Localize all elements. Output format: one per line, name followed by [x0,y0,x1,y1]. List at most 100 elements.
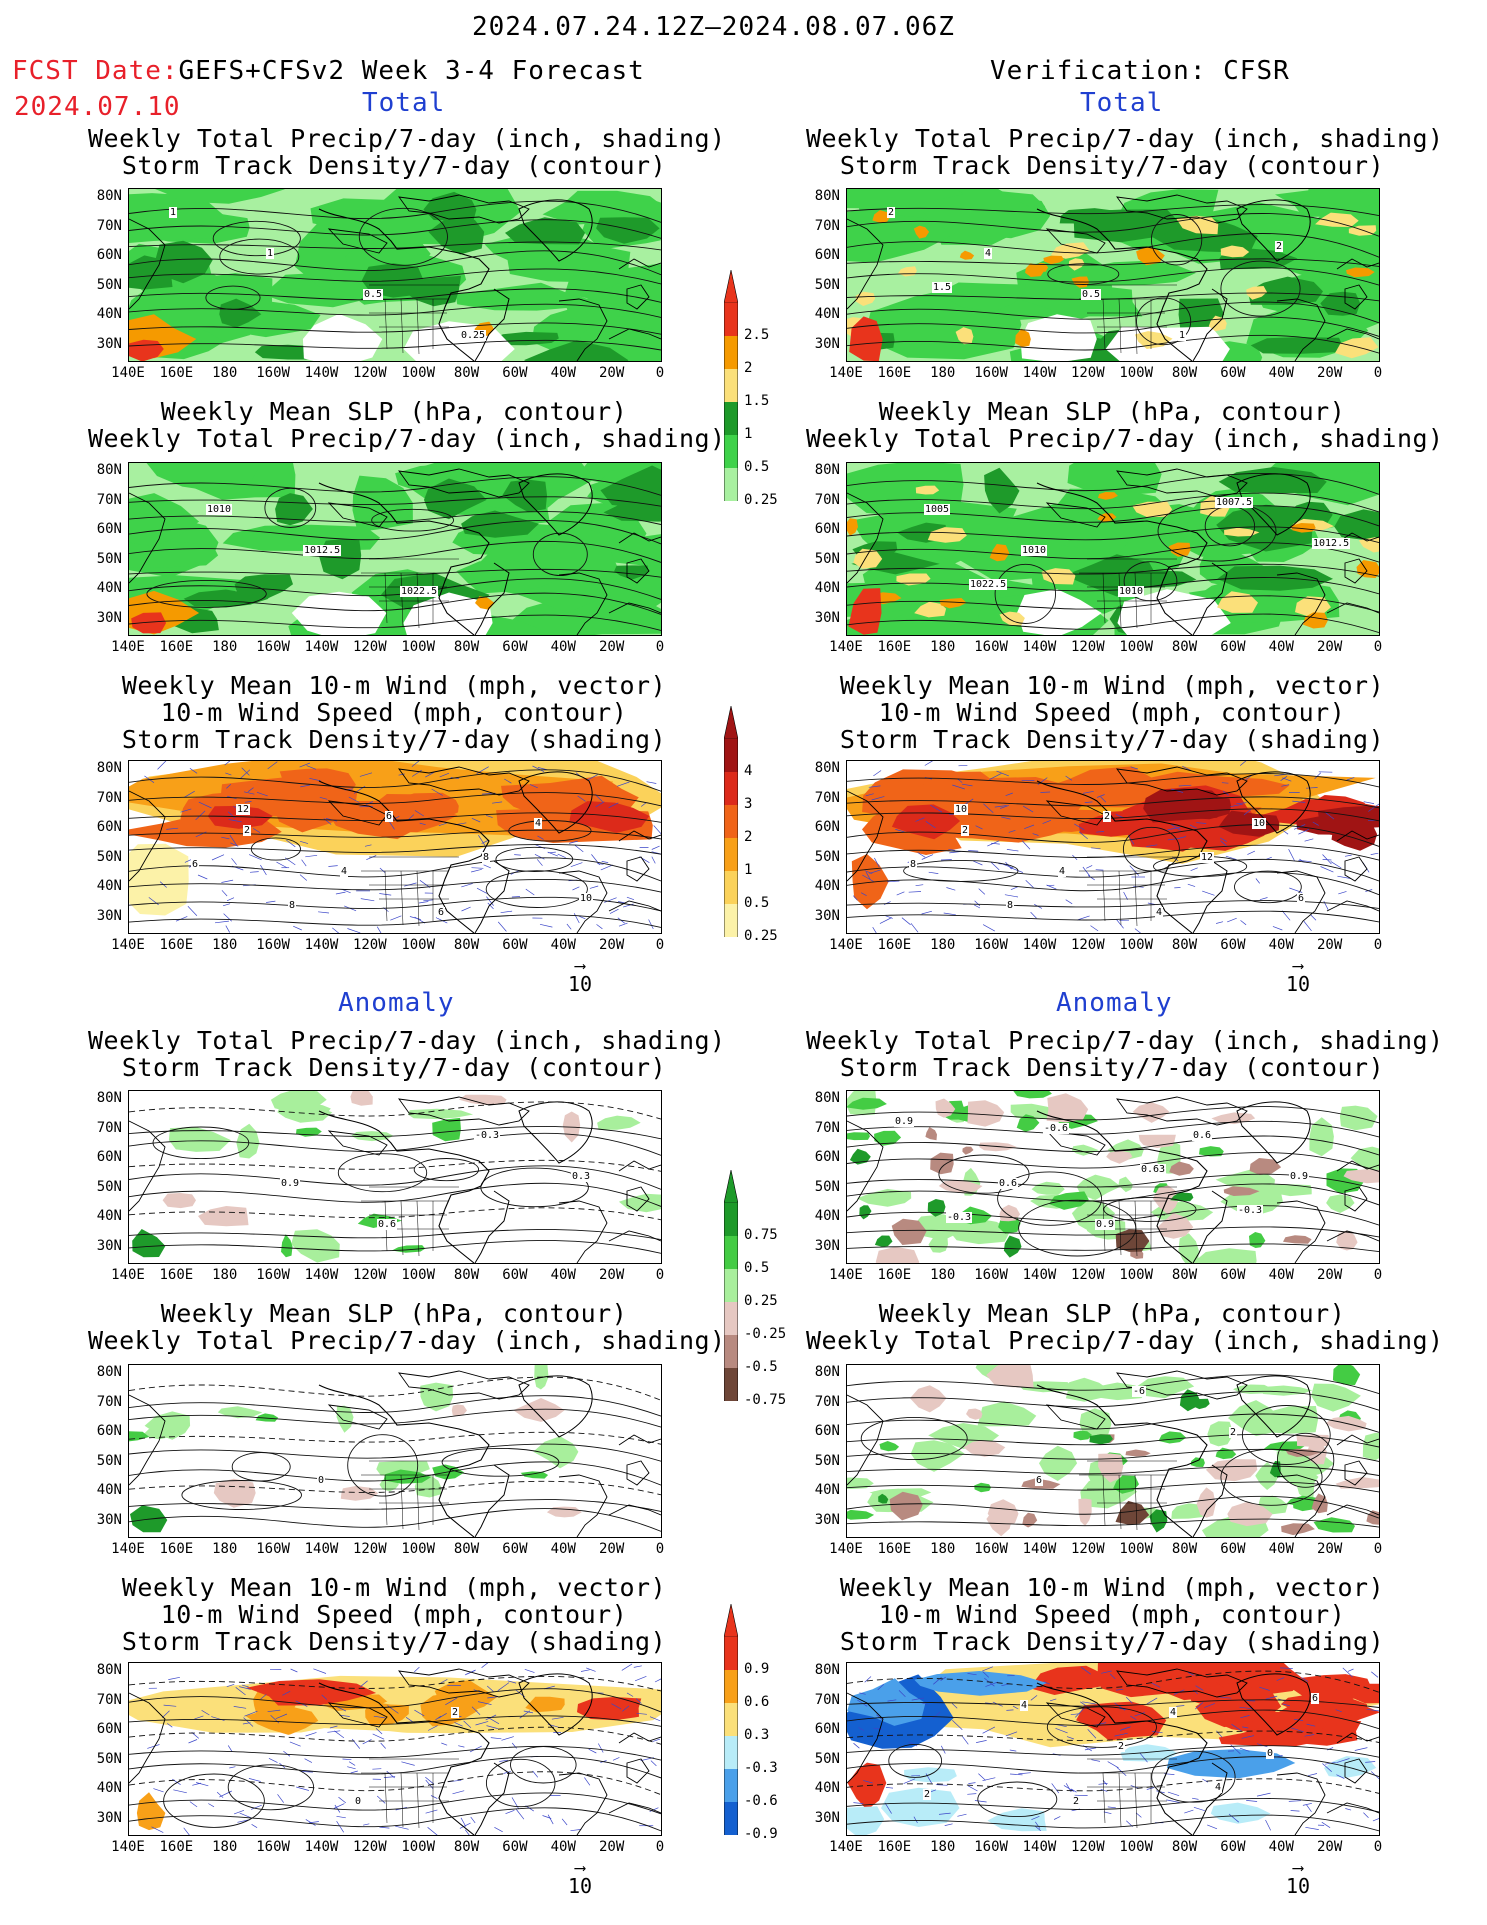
lat-tick-label: 60N [814,247,840,263]
lon-tick-label: 140W [1022,639,1057,655]
lat-tick-label: 30N [814,335,840,352]
lat-tick-label: 50N [96,276,122,293]
contour-label: 0.6 [998,1178,1019,1189]
contour-label: 0.25 [460,330,487,341]
lat-tick-label: 50N [96,848,122,865]
lat-tick-label: 70N [96,217,122,234]
colorbar-tick-label: 0.5 [744,1260,770,1276]
colorbar-tick-label: 0.5 [744,459,770,475]
lon-tick-label: 60W [502,937,528,953]
panel-title: Weekly Mean 10-m Wind (mph, vector) 10-m… [839,1573,1385,1656]
colorbar-tick-label: -0.3 [744,1760,778,1776]
lon-tick-label: 40W [550,937,576,953]
lon-tick-label: 140W [1022,1267,1057,1283]
lon-tick-label: 60W [1220,639,1246,655]
lat-tick-label: 50N [814,1750,840,1767]
lat-tick-label: 70N [96,1393,122,1410]
lat-tick-label: 80N [96,1090,122,1106]
lon-tick-label: 0 [1373,365,1383,381]
lon-tick-label: 140E [111,937,145,953]
contour-label: 1022.5 [400,586,439,597]
lon-tick-label: 140E [111,1839,145,1855]
lon-tick-label: 40W [550,1839,576,1855]
lon-tick-label: 80W [1171,1541,1198,1557]
lat-tick-label: 30N [814,907,840,924]
panel-title: Weekly Total Precip/7-day (inch, shading… [88,124,726,180]
contour-label: 0.5 [363,289,384,300]
lat-tick-label: 30N [814,1809,840,1826]
lon-tick-label: 20W [1316,365,1343,381]
lon-tick-label: 140E [829,365,863,381]
lon-tick-label: 0 [1373,1541,1383,1557]
lon-tick-label: 100W [401,1267,436,1283]
map-panel-ve-total_wind: 2 4 4 10 8 8 2 12 6 10 [846,760,1380,934]
lat-tick-label: 30N [96,1237,122,1254]
lon-tick-label: 20W [598,365,625,381]
lon-tick-label: 140W [304,1267,339,1283]
lat-tick-label: 50N [814,848,840,865]
lon-tick-label: 100W [1119,937,1154,953]
lon-tick-label: 140E [111,365,145,381]
lon-tick-label: 0 [1373,639,1383,655]
lon-tick-label: 160W [974,365,1008,381]
contour-label: 0.6 [1192,1130,1213,1141]
lat-tick-label: 70N [814,1691,840,1708]
contour-label: 2 [1275,241,1284,252]
contour-label: 0.6 [377,1219,398,1230]
lon-tick-label: 180 [930,1839,956,1855]
panel-title: Weekly Total Precip/7-day (inch, shading… [806,1026,1444,1082]
colorbar-tick-label: 2 [744,360,753,376]
lon-tick-label: 140W [304,639,339,655]
lon-tick-label: 160W [974,639,1008,655]
lon-tick-label: 140E [829,937,863,953]
colorbar-tick-label: 0.9 [744,1661,770,1677]
contour-label: 1 [169,207,178,218]
lon-tick-label: 120W [1070,639,1105,655]
lat-tick-label: 40N [814,306,840,322]
lon-tick-label: 160E [877,639,912,655]
lon-tick-label: 60W [502,1541,528,1557]
lat-tick-label: 50N [96,1750,122,1767]
lon-tick-label: 160W [256,1839,290,1855]
lat-tick-label: 60N [96,521,122,537]
lat-tick-label: 40N [96,580,122,596]
lon-tick-label: 120W [352,937,387,953]
contour-label: 2 [1117,1741,1126,1752]
lon-tick-label: 80W [1171,937,1198,953]
fcst-model-title: GEFS+CFSv2 Week 3-4 Forecast [178,56,645,86]
lon-tick-label: 160W [974,1541,1008,1557]
lat-tick-label: 70N [96,1119,122,1136]
lon-tick-label: 140E [829,639,863,655]
lon-tick-label: 20W [598,639,625,655]
lon-tick-label: 60W [1220,937,1246,953]
lon-tick-label: 180 [212,1267,238,1283]
lon-tick-label: 120W [352,1267,387,1283]
lon-tick-label: 140E [829,1267,863,1283]
colorbar-tick-label: -0.5 [744,1359,778,1375]
lon-tick-label: 20W [598,937,625,953]
contour-label: -0.3 [1237,1205,1264,1216]
fcst-header: FCST Date:GEFS+CFSv2 Week 3-4 Forecast [12,56,645,86]
lon-tick-label: 100W [401,639,436,655]
lat-tick-label: 80N [96,462,122,478]
contour-label: 8 [909,859,918,870]
lon-tick-label: 160W [256,937,290,953]
lon-tick-label: 60W [502,1839,528,1855]
lon-tick-label: 60W [1220,1541,1246,1557]
lon-tick-label: 40W [550,1267,576,1283]
map-panel-ve-anom_wind: 2 4 0 2 4 2 4 6 [846,1662,1380,1836]
lat-tick-label: 60N [96,1423,122,1439]
lon-tick-label: 120W [1070,1839,1105,1855]
vector-ref-ve-total: ⟶ 10 [1285,956,1311,997]
colorbar-tick-label: 3 [744,796,753,812]
colorbar-tick-label: 0.25 [744,1293,778,1309]
section-anomaly-right: Anomaly [1056,988,1173,1018]
lat-tick-label: 30N [814,1237,840,1254]
colorbar-tick-label: 0.6 [744,1694,770,1710]
map-panel-ve-total_precip: 2 4 0.5 1 2 1.5 [846,188,1380,362]
lon-tick-label: 40W [550,365,576,381]
panel-title: Weekly Mean SLP (hPa, contour) Weekly To… [806,1299,1444,1355]
contour-label: 2 [923,1789,932,1800]
contour-label: 6 [1035,1475,1044,1486]
lat-tick-label: 40N [814,1208,840,1224]
